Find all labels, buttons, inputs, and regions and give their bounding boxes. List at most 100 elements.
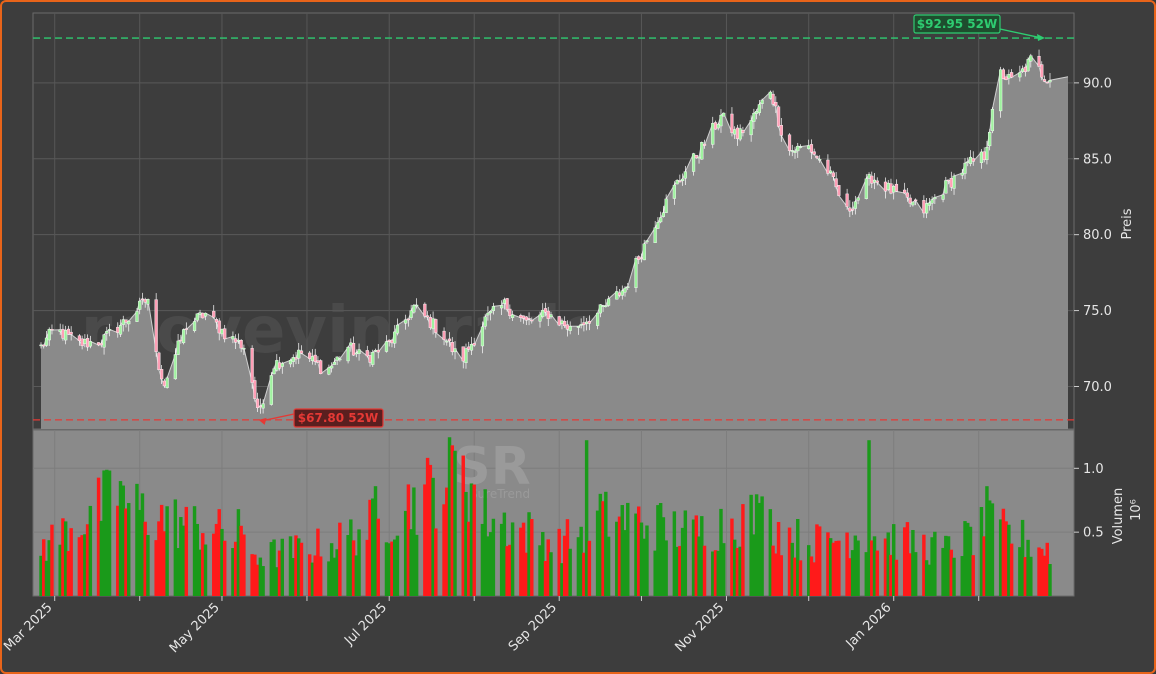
volume-bar [277,550,282,596]
candle [269,375,273,405]
volume-bar [280,538,285,596]
price-y-ticks: 70.0 75.0 80.0 85.0 90.0 [1074,76,1112,395]
volume-bar [222,540,227,596]
candle [818,159,822,161]
candle [1001,69,1005,79]
volume-bar [288,536,293,596]
volume-bar [565,519,570,596]
volume-bar [365,539,369,596]
x-tick-label: Jul 2025 [341,600,390,649]
candle [242,348,246,350]
volume-bar [195,523,200,596]
candle [445,340,449,343]
volume-bar [44,560,49,596]
candle [576,326,581,328]
candle [250,348,254,383]
candle [892,186,896,193]
candle [645,240,649,243]
volume-bar [790,542,794,596]
candle [601,305,605,307]
candle [69,331,73,335]
volume-bar [392,539,397,596]
candle [527,317,531,320]
volume-bar [595,510,600,596]
volume-bar [297,538,301,596]
volume-bar [447,437,452,596]
candle [179,339,183,342]
volume-bar [217,509,221,596]
candle [223,328,227,340]
candle [42,344,46,347]
candle [779,125,783,136]
panel-watermark: SR [453,437,531,497]
volume-bar [809,556,814,596]
volume-bar [1009,543,1014,596]
volume-bar [968,526,973,596]
candle [319,360,323,375]
price-tick-label: 85.0 [1083,152,1112,167]
volume-bar [538,545,542,596]
volume-bar [61,518,65,596]
volume-bar [930,537,934,596]
candle [557,316,561,326]
candle [220,329,224,335]
volume-bar [568,548,572,596]
volume-bar [683,510,688,596]
volume-bar [924,560,929,596]
volume-bar [527,512,531,596]
volume-bar [521,522,526,596]
high-52w-arrowhead [1037,34,1045,42]
candle [538,314,542,322]
low-52w-label: $67.80 52W [298,411,378,425]
volume-bar [467,521,471,596]
candle [135,311,139,322]
candle [500,305,504,309]
volume-bar [560,563,564,596]
candle [1037,55,1041,67]
candle [510,314,515,318]
volume-bar [661,517,666,596]
candle [815,156,819,159]
volume-bar [637,506,641,596]
volume-bar [886,532,890,596]
volume-bar [678,545,682,596]
candle [749,120,753,136]
volume-bar [927,564,932,596]
volume-bar [656,505,660,596]
volume-bar [121,485,125,596]
volume-bar [294,535,298,596]
volume-bar [162,531,167,596]
volume-bar [623,530,627,596]
volume-bar [1004,521,1008,596]
candle [140,298,145,301]
volume-bar [546,539,550,596]
candle [184,328,188,330]
candle [176,340,180,355]
volume-bar [749,494,753,596]
volume-bar [102,470,106,596]
volume-bar [911,529,915,596]
volume-bar [908,553,912,596]
volume-bar [469,483,474,596]
volume-bars [39,437,1052,596]
candle [521,315,526,319]
candle [664,198,668,213]
candle [760,99,764,104]
candle [146,299,150,305]
volume-bar [856,540,860,596]
candle [560,320,564,324]
candle [546,310,550,319]
volume-bar [1045,542,1049,596]
volume-bar [85,524,90,596]
candle [1042,79,1047,82]
volume-bar [944,535,948,596]
candle [678,180,682,183]
volume-bar [442,504,446,596]
x-axis: Mar 2025 May 2025 Jul 2025 Sep 2025 Nov 2025… [2,596,980,656]
candle [261,403,265,409]
x-tick-label: May 2025 [167,600,223,656]
candle [195,313,199,321]
candle [308,352,312,359]
candle [365,350,369,357]
volume-bar [738,546,742,596]
